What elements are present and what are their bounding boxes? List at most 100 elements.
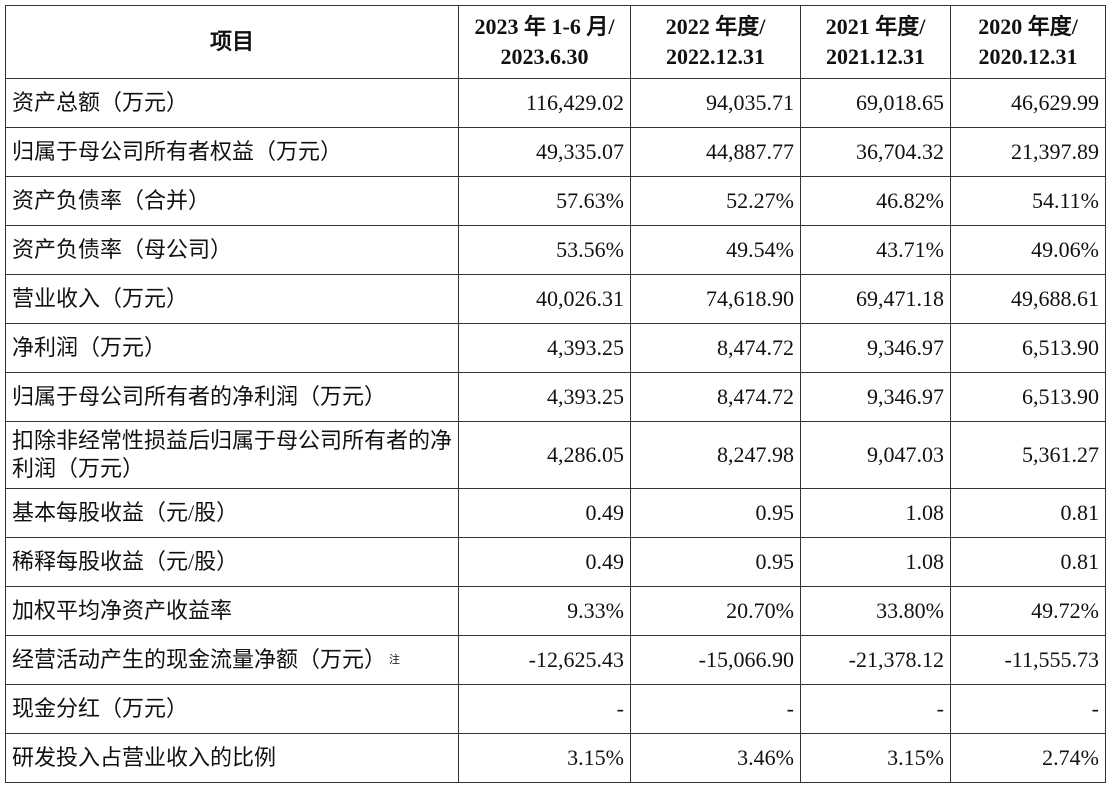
value-cell: 3.15% <box>800 733 951 783</box>
value-cell: 69,471.18 <box>800 274 951 324</box>
value-cell: 3.15% <box>458 733 631 783</box>
header-line: 2023.6.30 <box>500 44 589 69</box>
table-row: 现金分红（万元） - - - - <box>5 684 1106 734</box>
value-cell: -12,625.43 <box>458 635 631 685</box>
row-label: 研发投入占营业收入的比例 <box>5 733 459 783</box>
header-line: 2022.12.31 <box>666 44 765 69</box>
value-cell: 4,286.05 <box>458 421 631 489</box>
value-cell: 9,047.03 <box>800 421 951 489</box>
value-cell: 44,887.77 <box>630 127 801 177</box>
header-line: 2023 年 1-6 月/ <box>474 14 615 39</box>
value-cell: 0.81 <box>950 537 1106 587</box>
row-label: 资产总额（万元） <box>5 78 459 128</box>
value-cell: - <box>458 684 631 734</box>
header-cell: 2021 年度/2021.12.31 <box>800 5 951 79</box>
value-cell: 2.74% <box>950 733 1106 783</box>
header-line: 2020 年度/ <box>978 14 1078 39</box>
value-cell: 9,346.97 <box>800 372 951 422</box>
value-cell: 57.63% <box>458 176 631 226</box>
value-cell: 6,513.90 <box>950 323 1106 373</box>
footnote-mark: 注 <box>389 654 401 666</box>
row-label-text: 基本每股收益（元/股） <box>12 500 239 525</box>
row-label-text: 资产负债率（合并） <box>12 188 211 213</box>
row-label: 营业收入（万元） <box>5 274 459 324</box>
value-cell: - <box>950 684 1106 734</box>
row-label-text: 经营活动产生的现金流量净额（万元） <box>12 647 387 672</box>
header-row: 项目 2023 年 1-6 月/2023.6.30 2022 年度/2022.12.… <box>5 5 1106 79</box>
value-cell: 33.80% <box>800 586 951 636</box>
value-cell: 4,393.25 <box>458 372 631 422</box>
value-cell: 9.33% <box>458 586 631 636</box>
table-body: 资产总额（万元） 116,429.02 94,035.71 69,018.65 46,6… <box>5 78 1106 783</box>
table-row: 扣除非经常性损益后归属于母公司所有者的净利润（万元） 4,286.05 8,247.… <box>5 421 1106 489</box>
table-row: 加权平均净资产收益率 9.33% 20.70% 33.80% 49.72% <box>5 586 1106 636</box>
table-row: 归属于母公司所有者的净利润（万元） 4,393.25 8,474.72 9,346.9… <box>5 372 1106 422</box>
row-label: 归属于母公司所有者权益（万元） <box>5 127 459 177</box>
value-cell: 94,035.71 <box>630 78 801 128</box>
row-label-text: 归属于母公司所有者权益（万元） <box>12 139 343 164</box>
table-row: 资产总额（万元） 116,429.02 94,035.71 69,018.65 46,6… <box>5 78 1106 128</box>
value-cell: 21,397.89 <box>950 127 1106 177</box>
value-cell: 53.56% <box>458 225 631 275</box>
value-cell: 3.46% <box>630 733 801 783</box>
value-cell: 0.49 <box>458 488 631 538</box>
value-cell: 116,429.02 <box>458 78 631 128</box>
row-label: 基本每股收益（元/股） <box>5 488 459 538</box>
value-cell: - <box>800 684 951 734</box>
value-cell: 1.08 <box>800 488 951 538</box>
value-cell: 0.95 <box>630 488 801 538</box>
value-cell: 36,704.32 <box>800 127 951 177</box>
financial-table: 项目 2023 年 1-6 月/2023.6.30 2022 年度/2022.12.… <box>5 5 1106 783</box>
header-line: 2021 年度/ <box>825 14 926 39</box>
row-label: 净利润（万元） <box>5 323 459 373</box>
table-row: 研发投入占营业收入的比例 3.15% 3.46% 3.15% 2.74% <box>5 733 1106 783</box>
row-label: 扣除非经常性损益后归属于母公司所有者的净利润（万元） <box>5 421 459 489</box>
value-cell: 43.71% <box>800 225 951 275</box>
table-row: 净利润（万元） 4,393.25 8,474.72 9,346.97 6,513.90 <box>5 323 1106 373</box>
row-label-text: 净利润（万元） <box>12 335 167 360</box>
table-row: 稀释每股收益（元/股） 0.49 0.95 1.08 0.81 <box>5 537 1106 587</box>
value-cell: 6,513.90 <box>950 372 1106 422</box>
value-cell: 4,393.25 <box>458 323 631 373</box>
row-label-text: 资产总额（万元） <box>12 90 189 115</box>
table-row: 资产负债率（母公司） 53.56% 49.54% 43.71% 49.06% <box>5 225 1106 275</box>
row-label: 稀释每股收益（元/股） <box>5 537 459 587</box>
header-cell: 2023 年 1-6 月/2023.6.30 <box>458 5 631 79</box>
value-cell: 8,474.72 <box>630 323 801 373</box>
value-cell: 49,335.07 <box>458 127 631 177</box>
row-label-text: 稀释每股收益（元/股） <box>12 549 239 574</box>
value-cell: 49.72% <box>950 586 1106 636</box>
header-line: 2020.12.31 <box>978 44 1078 69</box>
value-cell: 74,618.90 <box>630 274 801 324</box>
value-cell: 20.70% <box>630 586 801 636</box>
row-label: 加权平均净资产收益率 <box>5 586 459 636</box>
row-label: 资产负债率（合并） <box>5 176 459 226</box>
header-line: 2022 年度/ <box>665 14 766 39</box>
row-label-text: 加权平均净资产收益率 <box>12 598 233 623</box>
header-cell: 2020 年度/2020.12.31 <box>950 5 1106 79</box>
value-cell: 9,346.97 <box>800 323 951 373</box>
row-label-text: 营业收入（万元） <box>12 286 189 311</box>
value-cell: 69,018.65 <box>800 78 951 128</box>
row-label-text: 归属于母公司所有者的净利润（万元） <box>12 384 387 409</box>
value-cell: 49.06% <box>950 225 1106 275</box>
value-cell: 54.11% <box>950 176 1106 226</box>
row-label-text: 扣除非经常性损益后归属于母公司所有者的净利润（万元） <box>12 428 453 481</box>
value-cell: 0.81 <box>950 488 1106 538</box>
value-cell: 52.27% <box>630 176 801 226</box>
value-cell: -21,378.12 <box>800 635 951 685</box>
value-cell: 0.49 <box>458 537 631 587</box>
table-row: 资产负债率（合并） 57.63% 52.27% 46.82% 54.11% <box>5 176 1106 226</box>
table-row: 基本每股收益（元/股） 0.49 0.95 1.08 0.81 <box>5 488 1106 538</box>
value-cell: 49.54% <box>630 225 801 275</box>
header-line: 项目 <box>209 29 254 54</box>
value-cell: -11,555.73 <box>950 635 1106 685</box>
table-container: 项目 2023 年 1-6 月/2023.6.30 2022 年度/2022.12.… <box>5 5 1106 783</box>
value-cell: 40,026.31 <box>458 274 631 324</box>
header-line: 2021.12.31 <box>826 44 925 69</box>
row-label: 现金分红（万元） <box>5 684 459 734</box>
header-cell: 项目 <box>5 5 459 79</box>
row-label-text: 现金分红（万元） <box>12 696 189 721</box>
value-cell: 46.82% <box>800 176 951 226</box>
